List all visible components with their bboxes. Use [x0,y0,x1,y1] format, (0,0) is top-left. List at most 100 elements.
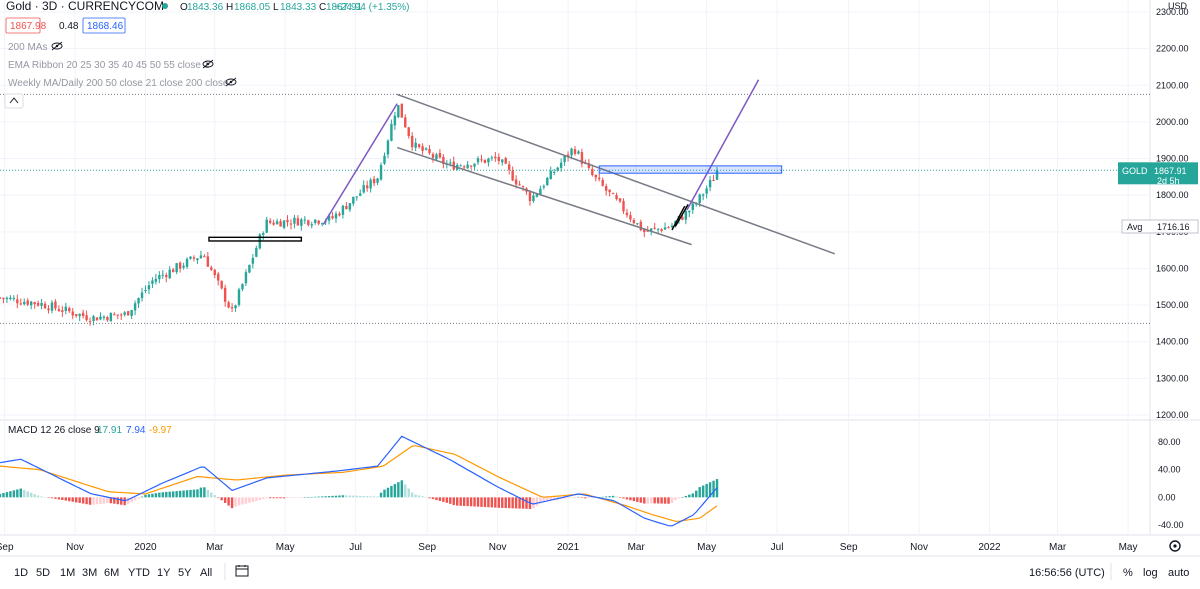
settings-gear-icon[interactable] [1169,540,1181,552]
candle-up [168,269,171,279]
last-price-value: 1867.91 [1154,166,1187,176]
bid-button[interactable] [5,17,41,34]
candle-up [64,306,68,311]
candle-down [317,220,320,224]
range-button-all[interactable]: All [200,567,212,579]
candle-up [390,123,393,141]
candle-up [559,162,563,168]
macd-histogram-bar [50,497,54,499]
macd-histogram-bar [182,490,185,498]
macd-histogram-bar [192,489,196,498]
macd-histogram-bar [480,497,483,507]
trend-line-2021[interactable] [686,79,760,211]
macd-histogram-bar [279,497,282,499]
range-button-1m[interactable]: 1M [60,567,75,579]
candle-up [175,263,178,273]
candle-up [144,289,147,292]
auto-scale-toggle[interactable]: auto [1168,567,1189,579]
price-axis[interactable]: 2300.00 2200.00 2100.00 2000.00 1900.00 1800.… [1156,7,1189,420]
pattern-line[interactable] [671,205,686,231]
log-scale-toggle[interactable]: log [1143,567,1158,579]
macd-histogram-bar [604,496,608,498]
macd-histogram-bar [275,497,279,499]
candle-up [501,159,504,163]
candle-down [601,179,604,186]
candle-down [660,229,663,231]
macd-histogram-bar [584,497,587,499]
indicator-ema-ribbon-label[interactable]: EMA Ribbon 20 25 30 35 40 45 50 55 close… [8,60,210,71]
support-zone[interactable] [208,236,303,242]
indicator-weekly-ma-label[interactable]: Weekly MA/Daily 200 50 close 21 close 20… [8,78,229,89]
macd-histogram-bar [424,497,428,498]
candle-up [341,205,345,215]
candle-up [532,195,535,202]
trend-line-2020[interactable] [322,103,398,225]
macd-histogram-bar [161,492,165,498]
hide-eye-icon[interactable] [51,41,63,51]
symbol-title[interactable]: Gold · 3D · CURRENCYCOM [6,0,164,13]
channel-lower-line[interactable] [396,146,692,246]
range-button-ytd[interactable]: YTD [128,567,150,579]
candle-down [71,311,74,316]
candle-up [99,316,102,320]
date-range-icon[interactable] [235,565,249,577]
macd-histogram-bar [327,496,331,498]
pattern-line[interactable] [674,203,689,227]
range-button-1y[interactable]: 1Y [157,567,171,579]
hide-eye-icon[interactable] [202,59,214,69]
candle-down [566,154,570,157]
candle-up [705,188,708,194]
candle-up [424,148,428,150]
candle-up [140,292,144,299]
candle-down [639,221,643,231]
candle-up [362,185,365,193]
candle-down [33,302,36,305]
macd-label[interactable]: MACD 12 26 close 9 [8,425,100,436]
ask-button[interactable] [82,17,126,34]
macd-histogram-bar [272,497,275,499]
range-button-5y[interactable]: 5Y [178,567,192,579]
candle-up [636,223,639,225]
range-button-5d[interactable]: 5D [36,567,50,579]
candle-up [539,188,542,195]
indicator-ma-label[interactable]: 200 MAs [8,42,47,53]
macd-axis[interactable]: 80.00 40.00 0.00 -40.00 [1158,437,1184,530]
candle-up [577,151,580,154]
percent-scale-toggle[interactable]: % [1123,567,1133,579]
market-status-icon [162,3,168,9]
candle-up [262,233,265,235]
collapse-legend-button[interactable] [4,93,24,109]
range-button-6m[interactable]: 6M [104,567,119,579]
candle-down [279,221,282,227]
ohlc-key: L [273,2,279,13]
macd-histogram-bar [109,497,113,504]
candle-up [553,171,556,173]
range-button-3m[interactable]: 3M [82,567,97,579]
time-tick-label: May [276,542,295,553]
hide-eye-icon[interactable] [225,77,237,87]
candle-down [521,186,525,188]
resistance-zone[interactable] [598,165,783,174]
time-axis[interactable]: Sep Nov 2020 Mar May Jul Sep Nov 2021 Mar May Jul Se… [0,542,1138,553]
candle-down [203,256,206,258]
macd-histogram-bar [643,497,646,504]
candle-up [656,228,660,230]
utc-clock[interactable]: 16:56:56 (UTC) [1029,567,1105,579]
ask-price: 1868.46 [87,21,124,32]
macd-histogram-bar [92,497,95,505]
macd-histogram-bar [355,495,358,498]
channel-upper-line[interactable] [396,93,836,255]
macd-histogram-bar [126,497,130,505]
candle-up [151,280,154,284]
bar-countdown: 2d 5h [1157,176,1180,186]
macd-tick-label: 0.00 [1158,492,1176,502]
macd-histogram-bar [653,497,656,504]
candle-up [50,302,54,311]
ohlc-key: O [180,2,188,13]
candle-up [369,179,372,189]
macd-histogram-bar [656,497,660,504]
candle-up [23,301,26,305]
candle-down [106,317,109,321]
range-button-1d[interactable]: 1D [14,567,28,579]
macd-histogram-bar [307,497,310,498]
